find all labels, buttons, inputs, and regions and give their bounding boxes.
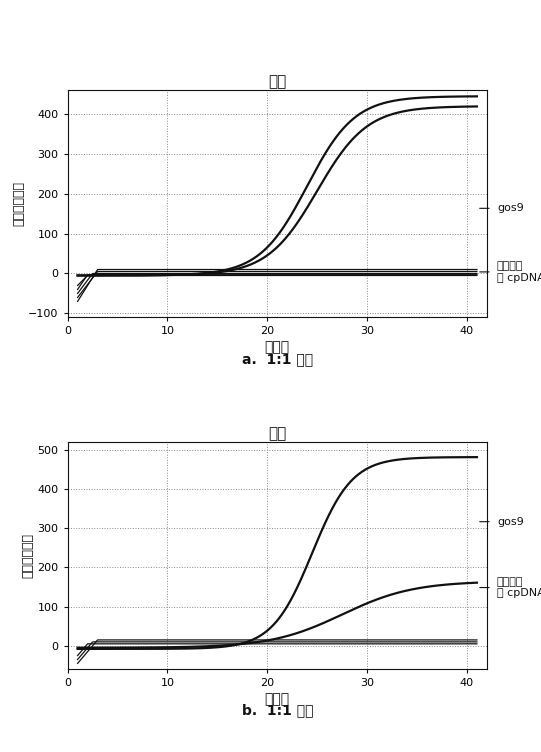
Text: a.  1:1 籼稻: a. 1:1 籼稻 — [242, 352, 313, 365]
Text: gos9: gos9 — [497, 203, 524, 214]
Text: b.  1:1 粳稻: b. 1:1 粳稻 — [241, 704, 313, 717]
Y-axis label: 相对荧光强度: 相对荧光强度 — [22, 533, 35, 578]
Y-axis label: 相对荧光强度: 相对荧光强度 — [12, 181, 25, 226]
Text: 粳稻特异
性 cpDNA: 粳稻特异 性 cpDNA — [497, 577, 541, 599]
X-axis label: 循环数: 循环数 — [265, 341, 290, 354]
Title: 扩增: 扩增 — [268, 74, 286, 89]
Text: 粳稻特异
性 cpDNA: 粳稻特异 性 cpDNA — [497, 261, 541, 283]
Title: 扩增: 扩增 — [268, 426, 286, 441]
X-axis label: 循环数: 循环数 — [265, 693, 290, 706]
Text: gos9: gos9 — [497, 517, 524, 526]
